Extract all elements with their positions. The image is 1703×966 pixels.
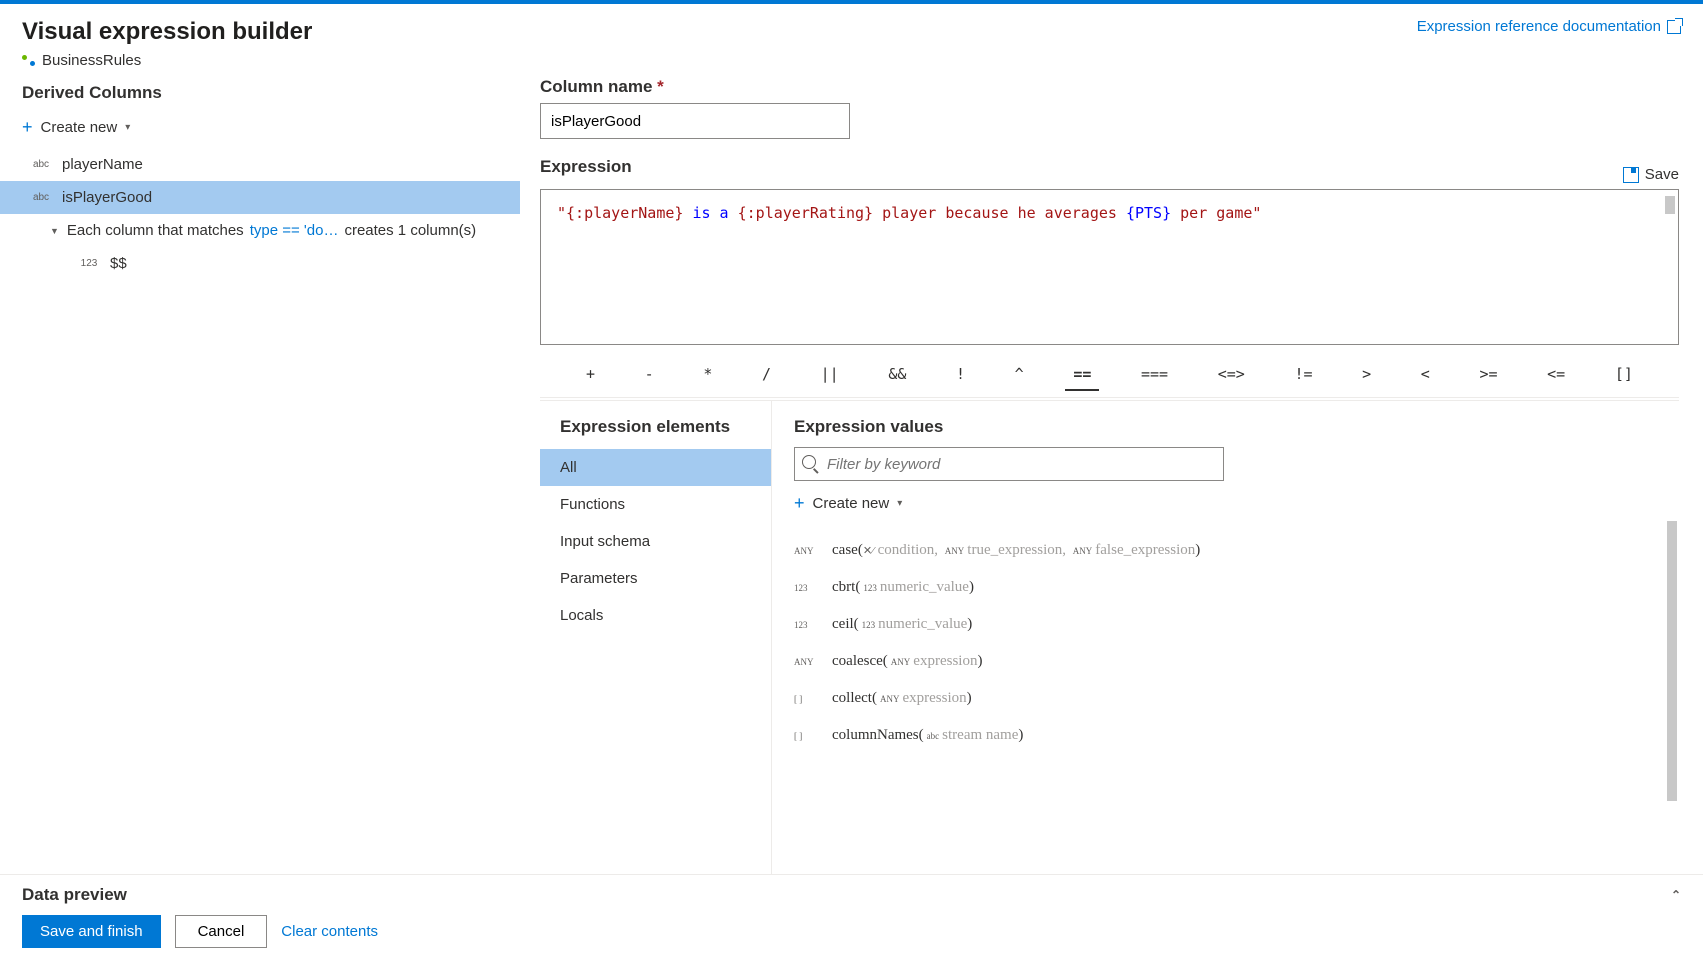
operator-button[interactable]: >= — [1471, 359, 1505, 391]
return-type-badge: [ ] — [794, 731, 820, 741]
cancel-button[interactable]: Cancel — [175, 915, 268, 948]
operator-button[interactable]: == — [1065, 359, 1099, 391]
function-item[interactable]: 123cbrt(123numeric_value) — [794, 569, 1657, 606]
page-title: Visual expression builder — [22, 18, 312, 46]
return-type-badge: ANY — [794, 546, 820, 556]
save-icon — [1623, 167, 1639, 183]
operator-button[interactable]: + — [578, 359, 603, 391]
operator-toolbar: +-*/||&&!^=====<=>!=><>=<=[] — [540, 345, 1679, 398]
doc-link[interactable]: Expression reference documentation — [1417, 18, 1681, 35]
expression-label: Expression — [540, 157, 632, 177]
operator-button[interactable]: != — [1286, 359, 1320, 391]
scrollbar[interactable] — [1665, 196, 1675, 214]
element-category-item[interactable]: Locals — [540, 597, 771, 634]
breadcrumb-label: BusinessRules — [42, 52, 141, 69]
column-name-input[interactable] — [540, 103, 850, 139]
chevron-down-icon: ▾ — [125, 122, 130, 133]
column-name-label: Column name * — [540, 77, 1679, 97]
operator-button[interactable]: [] — [1607, 359, 1641, 391]
operator-button[interactable]: && — [880, 359, 914, 391]
breadcrumb[interactable]: BusinessRules — [22, 52, 312, 69]
operator-button[interactable]: === — [1133, 359, 1176, 391]
function-item[interactable]: [ ]columnNames(abcstream name) — [794, 717, 1657, 754]
return-type-badge: 123 — [794, 583, 820, 593]
operator-button[interactable]: ! — [948, 359, 973, 391]
branch-icon — [22, 54, 36, 68]
clear-contents-button[interactable]: Clear contents — [281, 923, 378, 940]
column-pattern-row[interactable]: ▼ Each column that matches type == 'do… … — [22, 214, 520, 247]
return-type-badge: 123 — [794, 620, 820, 630]
operator-button[interactable]: > — [1354, 359, 1379, 391]
external-link-icon — [1667, 20, 1681, 34]
plus-icon: + — [794, 493, 805, 514]
function-item[interactable]: ANYcase(✕⁄ condition, ANYtrue_expression… — [794, 532, 1657, 569]
operator-button[interactable]: - — [637, 359, 662, 391]
chevron-down-icon: ▾ — [897, 498, 902, 509]
list-item[interactable]: abcisPlayerGood — [0, 181, 520, 214]
create-new-value-button[interactable]: + Create new ▾ — [794, 493, 1657, 514]
chevron-up-icon: ⌃ — [1671, 888, 1681, 902]
list-item[interactable]: 123 $$ — [22, 247, 520, 280]
operator-button[interactable]: / — [754, 359, 779, 391]
function-item[interactable]: ANYcoalesce(ANYexpression) — [794, 643, 1657, 680]
save-button[interactable]: Save — [1623, 166, 1679, 183]
list-item[interactable]: abcplayerName — [0, 148, 520, 181]
expression-values-title: Expression values — [794, 417, 1657, 437]
collapse-icon: ▼ — [50, 226, 59, 236]
operator-button[interactable]: * — [695, 359, 720, 391]
operator-button[interactable]: < — [1413, 359, 1438, 391]
operator-button[interactable]: || — [813, 359, 847, 391]
header: Visual expression builder BusinessRules … — [0, 4, 1703, 69]
expression-values-pane: Expression values + Create new ▾ ANYcase… — [772, 401, 1679, 874]
return-type-badge: ANY — [794, 657, 820, 667]
function-item[interactable]: 123ceil(123numeric_value) — [794, 606, 1657, 643]
operator-button[interactable]: ^ — [1007, 359, 1032, 391]
scrollbar[interactable] — [1667, 521, 1677, 801]
function-item[interactable]: [ ]collect(ANYexpression) — [794, 680, 1657, 717]
return-type-badge: [ ] — [794, 694, 820, 704]
expression-editor[interactable]: "{:playerName} is a {:playerRating} play… — [540, 189, 1679, 345]
derived-columns-title: Derived Columns — [22, 83, 520, 103]
search-icon — [802, 455, 816, 469]
save-and-finish-button[interactable]: Save and finish — [22, 915, 161, 948]
expression-elements-title: Expression elements — [540, 417, 771, 449]
type-badge: abc — [30, 159, 52, 170]
element-category-item[interactable]: Parameters — [540, 560, 771, 597]
type-badge: abc — [30, 192, 52, 203]
operator-button[interactable]: <= — [1539, 359, 1573, 391]
operator-button[interactable]: <=> — [1210, 359, 1253, 391]
plus-icon: + — [22, 117, 33, 138]
pattern-condition: type == 'do… — [250, 222, 339, 239]
element-category-item[interactable]: All — [540, 449, 771, 486]
element-category-item[interactable]: Input schema — [540, 523, 771, 560]
derived-columns-pane: Derived Columns + Create new ▾ abcplayer… — [0, 69, 520, 874]
filter-input[interactable] — [794, 447, 1224, 481]
type-badge: 123 — [78, 258, 100, 269]
element-category-item[interactable]: Functions — [540, 486, 771, 523]
data-325preview-toggle[interactable]: Data preview ⌃ — [0, 875, 1703, 915]
expression-elements-pane: Expression elements AllFunctionsInput sc… — [540, 401, 772, 874]
create-new-column-button[interactable]: + Create new ▾ — [22, 113, 520, 148]
